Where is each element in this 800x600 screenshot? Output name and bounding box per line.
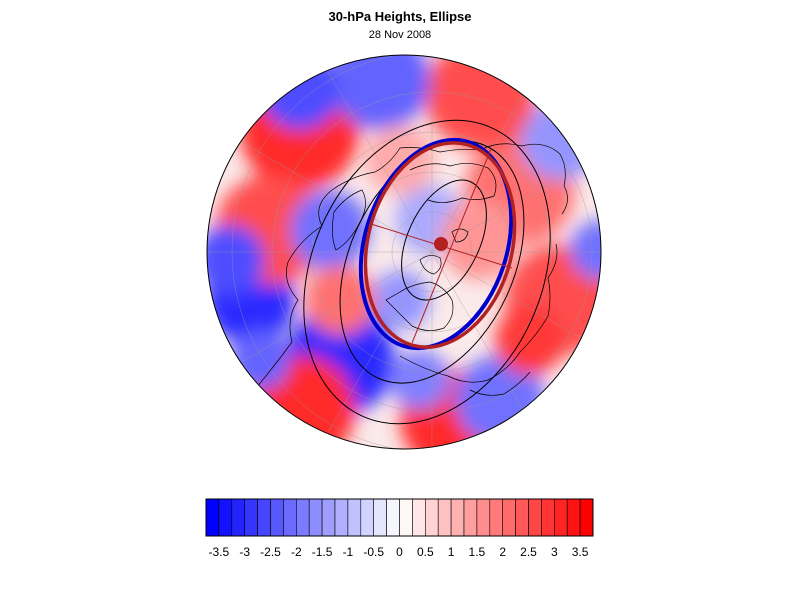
- colorbar-box: [463, 498, 478, 537]
- colorbar-tick-label: -3: [239, 545, 250, 559]
- colorbar-tick-label: -2: [291, 545, 302, 559]
- colorbar-tick-label: 2: [499, 545, 506, 559]
- colorbar-box: [373, 498, 387, 537]
- meridian-line: [431, 55, 593, 253]
- ellipse-center: [434, 237, 448, 251]
- meridian-line: [207, 251, 433, 413]
- colorbar-box: [566, 498, 581, 537]
- colorbar-box: [244, 498, 258, 537]
- colorbar-frame: [205, 498, 594, 537]
- coastline-siberia: [409, 163, 497, 203]
- anomaly-patch: [207, 225, 265, 295]
- coastline-islands: [419, 228, 469, 275]
- colorbar-box: [528, 498, 542, 537]
- colorbar-box: [283, 498, 297, 537]
- colorbar-box: [424, 498, 439, 537]
- colorbar-box: [205, 498, 220, 537]
- anomaly-patch: [570, 220, 601, 280]
- colorbar-box: [450, 498, 465, 537]
- colorbar-tick-label: -1.5: [312, 545, 333, 559]
- anomaly-patch: [495, 305, 565, 375]
- ellipse-major-axis: [411, 148, 492, 344]
- colorbar-box: [541, 498, 555, 537]
- colorbar-box: [437, 498, 452, 537]
- meridian-line: [271, 55, 433, 253]
- meridian-line: [431, 91, 601, 253]
- colorbar-box: [489, 498, 503, 537]
- colorbar-box: [321, 498, 336, 537]
- colorbar-box: [476, 498, 491, 537]
- colorbar-box: [515, 498, 529, 537]
- colorbar-tick-label: 0.5: [417, 545, 434, 559]
- height-contour-inner: [401, 179, 487, 301]
- map-disc: [206, 54, 602, 450]
- fitted-ellipse: [363, 141, 517, 349]
- colorbar-boxes: [205, 498, 594, 537]
- coastline-eurasia: [249, 143, 568, 396]
- colorbar-tick-label: -3.5: [209, 545, 230, 559]
- meridian-line: [271, 251, 433, 449]
- anomaly-patch: [440, 200, 520, 280]
- colorbar-box: [579, 498, 594, 537]
- meridian-line: [431, 251, 593, 449]
- map-title: 30-hPa Heights, Ellipse: [328, 9, 472, 24]
- map-date: 28 Nov 2008: [368, 29, 432, 41]
- coastlines: [249, 143, 568, 396]
- meridian-line: [431, 251, 601, 413]
- coastline-alaska: [469, 371, 531, 396]
- colorbar-tick-label: 3.5: [572, 545, 589, 559]
- colorbar-box: [334, 498, 349, 537]
- colorbar-box: [295, 498, 310, 537]
- colorbar-tick-label: 2.5: [520, 545, 537, 559]
- anomaly-field: [207, 55, 601, 449]
- colorbar-box: [347, 498, 362, 537]
- colorbar-box: [270, 498, 284, 537]
- colorbar-tick-label: 1.5: [469, 545, 486, 559]
- colorbar-tick-label: 0: [396, 545, 403, 559]
- colorbar-box: [386, 498, 400, 537]
- anomaly-patch: [290, 190, 370, 270]
- colorbar-box: [231, 498, 246, 537]
- map-border: [206, 54, 602, 450]
- colorbar-box: [553, 498, 568, 537]
- colorbar-box: [399, 498, 413, 537]
- colorbar-box: [360, 498, 374, 537]
- ellipse-fit: [363, 141, 517, 349]
- meridian-line: [207, 91, 433, 253]
- colorbar-tick-label: 3: [551, 545, 558, 559]
- colorbar-box: [308, 498, 323, 537]
- colorbar-tick-label: -2.5: [260, 545, 281, 559]
- coastline-greenland: [385, 281, 454, 331]
- height-contour-outer: [303, 119, 551, 425]
- colorbar-tick-label: 1: [448, 545, 455, 559]
- height-contour-middle: [339, 140, 525, 384]
- colorbar-box: [257, 498, 271, 537]
- anomaly-patch: [330, 55, 430, 130]
- colorbar-labels: -3.5 -3 -2.5 -2 -1.5 -1 -0.5 0 0.5 1 1.5 2 2.5 3 3.5: [209, 545, 589, 559]
- colorbar-tick-label: -0.5: [363, 545, 384, 559]
- height-contours: [303, 119, 551, 425]
- colorbar-box: [502, 498, 516, 537]
- colorbar-tick-label: -1: [343, 545, 354, 559]
- graticule: [207, 55, 601, 449]
- colorbar-box: [218, 498, 233, 537]
- colorbar-box: [412, 498, 426, 537]
- coastline-north-america: [399, 243, 558, 383]
- vortex-edge: [358, 137, 514, 351]
